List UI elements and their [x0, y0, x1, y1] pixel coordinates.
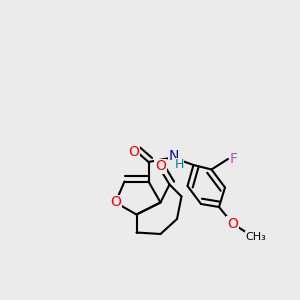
Text: O: O: [128, 145, 139, 158]
Text: O: O: [155, 160, 166, 173]
Text: O: O: [110, 196, 121, 209]
Text: CH₃: CH₃: [245, 232, 266, 242]
Text: N: N: [169, 149, 179, 163]
Text: O: O: [227, 217, 238, 230]
Text: H: H: [174, 158, 184, 172]
Text: F: F: [230, 152, 237, 166]
